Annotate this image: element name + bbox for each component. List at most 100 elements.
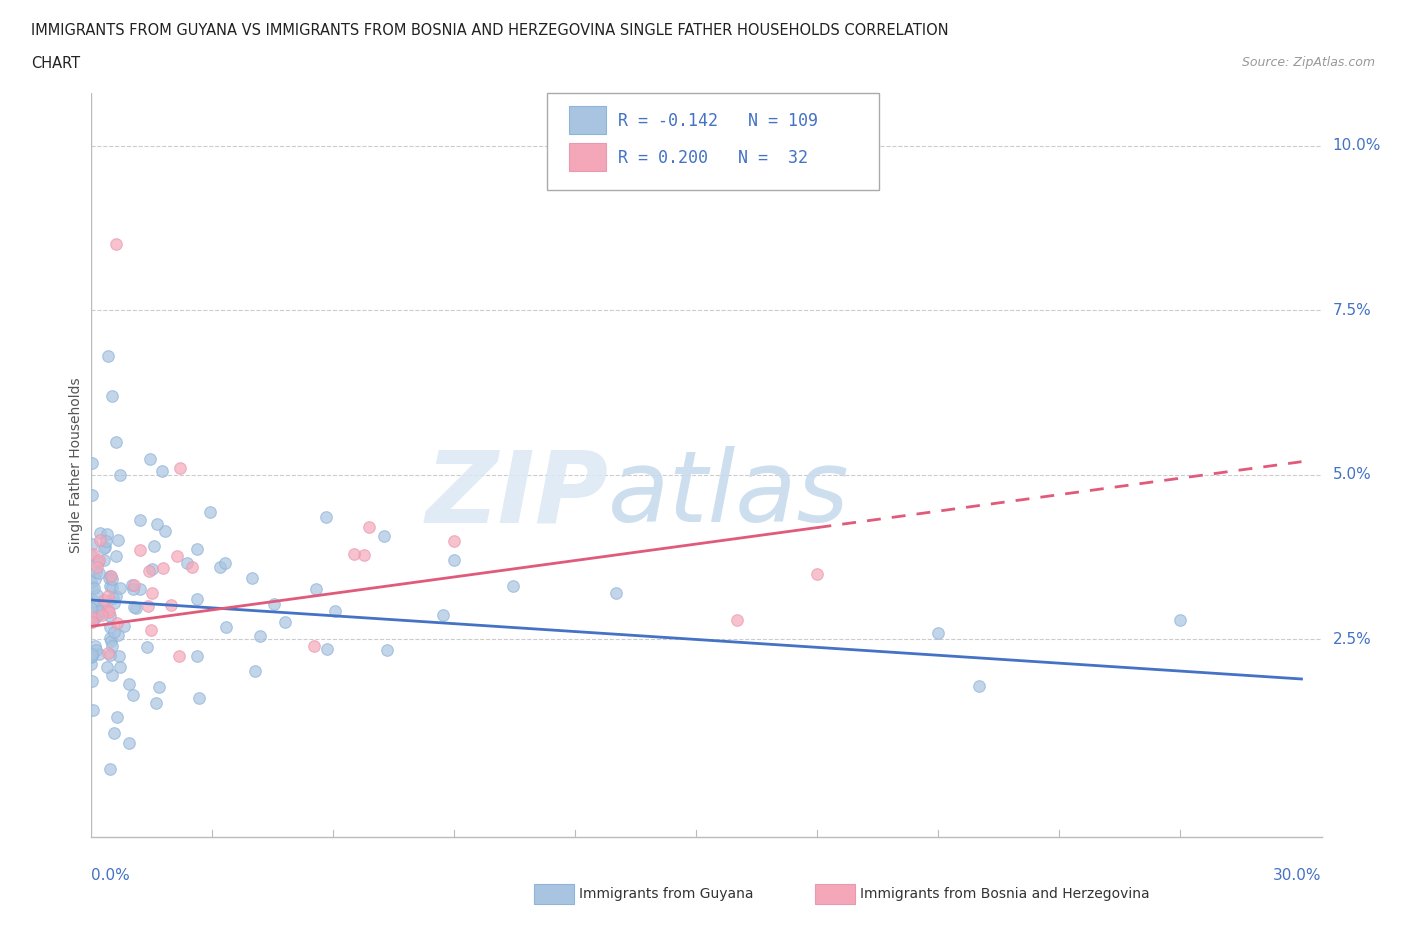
Point (83, 572, 105, 587)
Point (82, 703, 104, 718)
Point (107, 533, 129, 548)
Point (502, 578, 524, 593)
Point (325, 604, 347, 618)
Point (103, 596, 125, 611)
Point (82, 579, 104, 594)
Point (141, 562, 163, 577)
Point (82, 648, 104, 663)
Point (89, 552, 111, 567)
Point (139, 451, 162, 466)
Point (87, 647, 110, 662)
FancyBboxPatch shape (568, 143, 606, 171)
Point (80, 487, 103, 502)
Point (80, 674, 103, 689)
Point (150, 463, 173, 478)
Text: 10.0%: 10.0% (1333, 139, 1381, 153)
Text: 30.0%: 30.0% (1274, 868, 1322, 883)
Point (80, 646, 103, 661)
Point (169, 461, 191, 476)
Point (927, 626, 949, 641)
Point (103, 725, 125, 740)
Point (186, 591, 208, 606)
Text: IMMIGRANTS FROM GUYANA VS IMMIGRANTS FROM BOSNIA AND HERZEGOVINA SINGLE FATHER H: IMMIGRANTS FROM GUYANA VS IMMIGRANTS FRO… (31, 23, 949, 38)
Point (97, 570, 120, 585)
Point (80, 612, 103, 627)
Point (357, 520, 380, 535)
Point (83, 639, 105, 654)
Point (443, 533, 465, 548)
Point (108, 659, 131, 674)
Point (186, 648, 208, 663)
Point (209, 559, 232, 574)
Point (108, 649, 131, 664)
FancyBboxPatch shape (547, 93, 879, 190)
Point (98, 608, 121, 623)
FancyBboxPatch shape (568, 106, 606, 134)
Point (96, 349, 118, 364)
Point (249, 629, 271, 644)
Text: 7.5%: 7.5% (1333, 303, 1371, 318)
Point (107, 628, 129, 643)
Text: 0.0%: 0.0% (91, 868, 131, 883)
Point (105, 616, 128, 631)
Point (108, 468, 131, 483)
Text: R = 0.200   N =  32: R = 0.200 N = 32 (617, 149, 808, 166)
Point (353, 548, 375, 563)
Point (80, 548, 103, 563)
Point (91, 607, 114, 622)
Point (80, 657, 103, 671)
Point (93, 540, 115, 555)
Point (89, 605, 111, 620)
Point (100, 389, 122, 404)
Point (82, 546, 104, 561)
Point (86, 598, 108, 613)
Point (124, 599, 146, 614)
Point (302, 639, 325, 654)
Point (101, 591, 124, 605)
Point (82, 612, 104, 627)
Point (90, 598, 112, 613)
Point (118, 736, 141, 751)
Point (93, 592, 115, 607)
Point (87, 565, 110, 580)
Point (198, 504, 221, 519)
Point (215, 619, 238, 634)
Point (93, 552, 115, 567)
Point (122, 687, 145, 702)
Point (214, 555, 236, 570)
Point (97, 603, 120, 618)
Point (101, 579, 124, 594)
Point (138, 564, 160, 578)
Text: R = -0.142   N = 109: R = -0.142 N = 109 (617, 112, 818, 129)
Point (121, 581, 143, 596)
Point (806, 566, 828, 581)
Point (98, 604, 121, 619)
Point (105, 710, 128, 724)
Point (100, 568, 122, 583)
Text: atlas: atlas (607, 446, 849, 543)
Point (89, 533, 111, 548)
Point (305, 581, 328, 596)
Point (160, 598, 183, 613)
Point (186, 542, 208, 557)
Point (108, 581, 131, 596)
Point (98, 762, 121, 777)
Point (725, 612, 748, 627)
Point (86, 560, 108, 575)
Text: Source: ZipAtlas.com: Source: ZipAtlas.com (1241, 56, 1375, 69)
Point (167, 648, 190, 663)
Point (1170, 612, 1192, 627)
Text: 2.5%: 2.5% (1333, 632, 1371, 647)
Point (135, 640, 157, 655)
Point (153, 524, 176, 538)
Point (97, 646, 120, 661)
Point (129, 513, 152, 528)
Point (141, 586, 163, 601)
Point (143, 538, 166, 553)
Point (97, 588, 120, 603)
Point (112, 618, 135, 633)
Point (605, 586, 627, 601)
Point (80, 600, 103, 615)
Point (101, 668, 124, 683)
Point (443, 553, 465, 568)
